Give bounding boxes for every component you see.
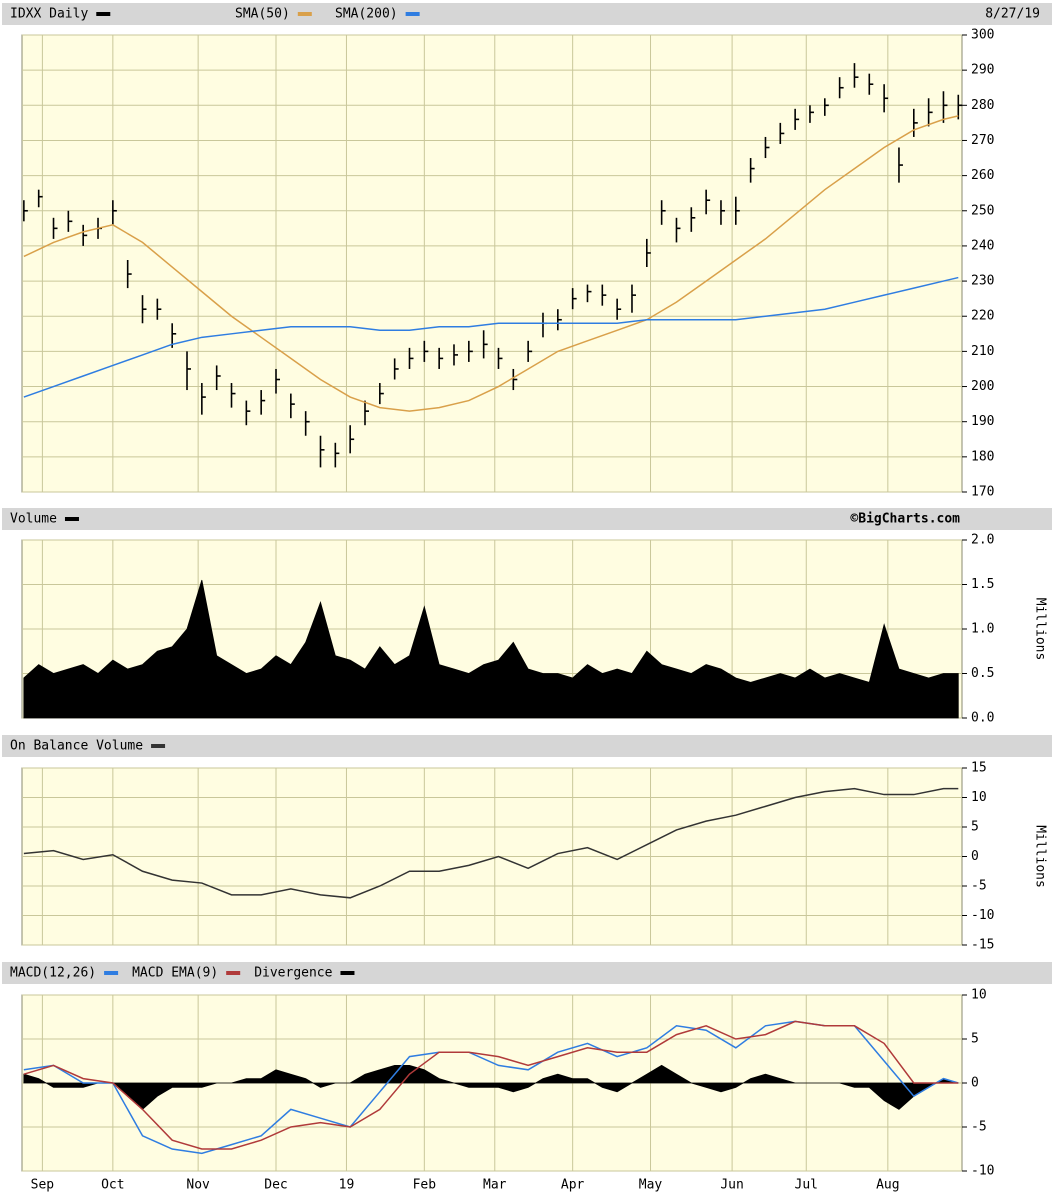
legend-swatch xyxy=(226,971,241,975)
y-tick-label: -10 xyxy=(971,1164,994,1179)
y-tick-label: 300 xyxy=(971,28,994,43)
y-tick-label: 170 xyxy=(971,485,994,500)
y-tick-label: 5 xyxy=(971,1032,979,1047)
chart-date: 8/27/19 xyxy=(985,7,1040,22)
y-axis-label: Millions xyxy=(1033,825,1048,888)
y-tick-label: 280 xyxy=(971,98,994,113)
x-tick-label: Oct xyxy=(101,1178,124,1193)
x-tick-label: Aug xyxy=(876,1178,899,1193)
panel-header xyxy=(2,735,1052,757)
series-line xyxy=(23,1020,959,1150)
y-tick-label: 180 xyxy=(971,449,994,464)
legend-swatch xyxy=(96,12,111,16)
legend-label: On Balance Volume xyxy=(10,739,143,754)
series-line xyxy=(23,115,959,412)
y-tick-label: 10 xyxy=(971,988,987,1003)
y-tick-label: 210 xyxy=(971,344,994,359)
x-tick-label: Nov xyxy=(186,1178,210,1193)
legend-swatch xyxy=(297,12,312,16)
x-tick-label: Mar xyxy=(483,1178,507,1193)
y-tick-label: 270 xyxy=(971,133,994,148)
legend-swatch xyxy=(64,517,79,521)
legend-swatch xyxy=(151,744,166,748)
series-line xyxy=(23,787,959,899)
legend-label: Volume xyxy=(10,512,57,527)
x-tick-label: Dec xyxy=(264,1178,287,1193)
legend-swatch xyxy=(104,971,119,975)
legend-label: Divergence xyxy=(254,966,332,981)
legend-label: SMA(200) xyxy=(335,7,398,22)
legend-label: MACD EMA(9) xyxy=(132,966,218,981)
x-tick-label: Jul xyxy=(795,1178,818,1193)
x-tick-label: Jun xyxy=(720,1178,743,1193)
y-tick-label: -5 xyxy=(971,1120,987,1135)
y-tick-label: 240 xyxy=(971,238,994,253)
y-tick-label: 200 xyxy=(971,379,994,394)
y-tick-label: 290 xyxy=(971,63,994,78)
series-line xyxy=(23,276,959,398)
y-axis-label: Millions xyxy=(1033,598,1048,661)
x-tick-label: Feb xyxy=(413,1178,437,1193)
y-tick-label: 15 xyxy=(971,761,987,776)
panel-header xyxy=(2,962,1052,984)
legend-swatch xyxy=(340,971,355,975)
y-tick-label: -10 xyxy=(971,908,994,923)
y-tick-label: 250 xyxy=(971,203,994,218)
y-tick-label: 1.0 xyxy=(971,622,994,637)
y-tick-label: 230 xyxy=(971,274,994,289)
legend-label: MACD(12,26) xyxy=(10,966,96,981)
y-tick-label: 220 xyxy=(971,309,994,324)
panel-header xyxy=(2,508,1052,530)
legend-swatch xyxy=(405,12,420,16)
x-tick-label: May xyxy=(639,1178,663,1193)
y-tick-label: 10 xyxy=(971,790,987,805)
series-area xyxy=(23,1064,959,1110)
x-tick-label: Sep xyxy=(31,1178,55,1193)
y-tick-label: 0.5 xyxy=(971,666,994,681)
y-tick-label: -5 xyxy=(971,879,987,894)
legend-label: SMA(50) xyxy=(235,7,290,22)
y-tick-label: 0 xyxy=(971,849,979,864)
legend-label: IDXX Daily xyxy=(10,7,88,22)
y-tick-label: 1.5 xyxy=(971,577,994,592)
y-tick-label: 2.0 xyxy=(971,533,994,548)
y-tick-label: 0.0 xyxy=(971,711,994,726)
y-tick-label: 190 xyxy=(971,414,994,429)
x-tick-label: Apr xyxy=(561,1178,585,1193)
y-tick-label: -15 xyxy=(971,938,994,953)
y-tick-label: 260 xyxy=(971,168,994,183)
series-area xyxy=(23,579,959,719)
plot-area xyxy=(21,34,963,493)
x-tick-label: 19 xyxy=(339,1178,355,1193)
credit: ©BigCharts.com xyxy=(850,512,960,527)
y-tick-label: 0 xyxy=(971,1076,979,1091)
y-tick-label: 5 xyxy=(971,820,979,835)
panel-header xyxy=(2,3,1052,25)
